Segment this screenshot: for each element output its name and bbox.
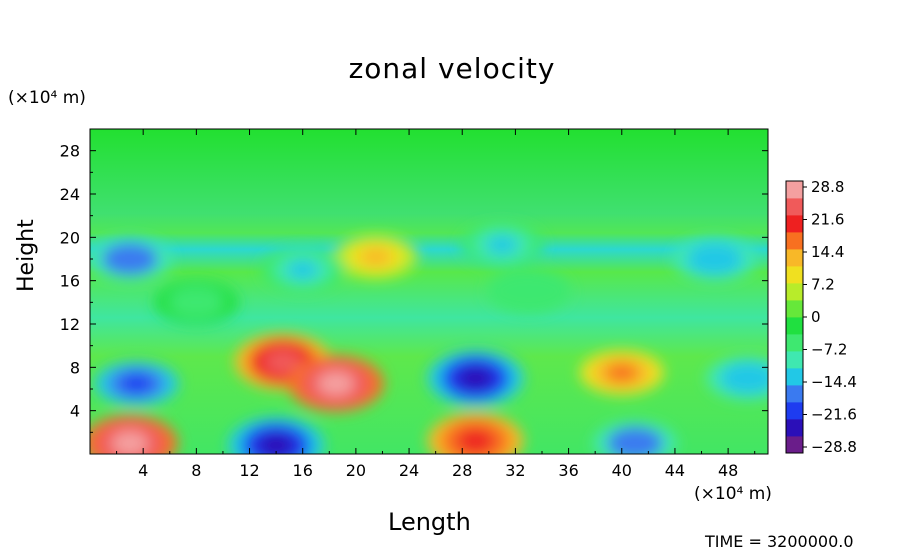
y-tick-label: 16 — [60, 272, 80, 291]
colorbar-label: −14.4 — [811, 373, 857, 391]
x-tick-label: 48 — [718, 461, 738, 480]
x-axis: 4 8 12 16 20 24 28 32 36 40 44 48 — [116, 129, 756, 480]
colorbar-label: −21.6 — [811, 406, 857, 424]
colorbar-label: 7.2 — [811, 276, 835, 294]
colorbar-segment — [786, 419, 803, 437]
x-tick-label: 40 — [612, 461, 632, 480]
x-tick-label: 36 — [558, 461, 578, 480]
colorbar-segment — [786, 249, 803, 267]
field-feature-core — [456, 366, 495, 391]
colorbar-segment — [786, 334, 803, 352]
field-feature-core — [486, 236, 518, 254]
x-tick-label: 4 — [138, 461, 148, 480]
y-tick-label: 4 — [70, 402, 80, 421]
colorbar-segment — [786, 385, 803, 403]
colorbar-segment — [786, 283, 803, 301]
y-tick-label: 20 — [60, 228, 80, 247]
field-feature-core — [513, 282, 545, 301]
y-tick-label: 12 — [60, 315, 80, 334]
y-tick-label: 24 — [60, 185, 80, 204]
colorbar-segment — [786, 317, 803, 335]
plot-border — [89, 128, 769, 455]
field-feature-core — [456, 428, 495, 454]
colorbar-segment — [786, 266, 803, 284]
colorbar-segment — [786, 368, 803, 386]
plot-frame — [89, 128, 769, 455]
y-tick-label: 28 — [60, 142, 80, 161]
field-feature-core — [317, 371, 355, 396]
field-feature-core — [699, 250, 731, 268]
colorbar-label: −7.2 — [811, 341, 847, 359]
colorbar-segment — [786, 215, 803, 233]
field-feature-core — [180, 293, 212, 312]
y-tick-label: 8 — [70, 358, 80, 377]
field-feature-core — [287, 261, 319, 279]
y-axis-unit: (×10⁴ m) — [8, 88, 86, 108]
field-feature-core — [360, 248, 392, 266]
y-axis: 4 8 12 16 20 24 28 — [60, 142, 768, 433]
field-feature-core — [264, 349, 302, 375]
colorbar-label: 28.8 — [811, 178, 844, 196]
colorbar-segment — [786, 300, 803, 318]
x-tick-label: 8 — [191, 461, 201, 480]
colorbar-segment — [786, 351, 803, 369]
x-tick-label: 24 — [399, 461, 419, 480]
x-tick-label: 20 — [346, 461, 366, 480]
x-tick-label: 16 — [293, 461, 313, 480]
x-tick-label: 28 — [452, 461, 472, 480]
colorbar-segment — [786, 232, 803, 250]
x-axis-unit: (×10⁴ m) — [694, 484, 772, 504]
field-feature-core — [619, 434, 651, 452]
field-feature-core — [606, 363, 638, 382]
x-tick-label: 32 — [505, 461, 525, 480]
field-feature-core — [111, 431, 149, 454]
x-tick-label: 44 — [665, 461, 685, 480]
colorbar-label: 0 — [811, 308, 821, 326]
field-feature-core — [257, 433, 295, 454]
colorbar: 28.8 21.6 14.4 7.2 0 −7.2 −14.4 −21.6 −28.8 — [785, 178, 857, 456]
chart-title: zonal velocity — [348, 52, 556, 85]
field-feature-core — [114, 250, 146, 268]
field-feature-core — [732, 369, 764, 387]
colorbar-segment — [786, 436, 803, 454]
colorbar-label: −28.8 — [811, 438, 857, 456]
colorbar-label: 21.6 — [811, 211, 844, 229]
colorbar-segment — [786, 198, 803, 216]
colorbar-label: 14.4 — [811, 243, 844, 261]
x-tick-label: 12 — [239, 461, 259, 480]
velocity-field — [90, 222, 768, 454]
colorbar-segment — [786, 402, 803, 420]
colorbar-segment — [786, 181, 803, 199]
x-axis-label: Length — [388, 508, 471, 536]
field-feature-core — [121, 374, 152, 393]
